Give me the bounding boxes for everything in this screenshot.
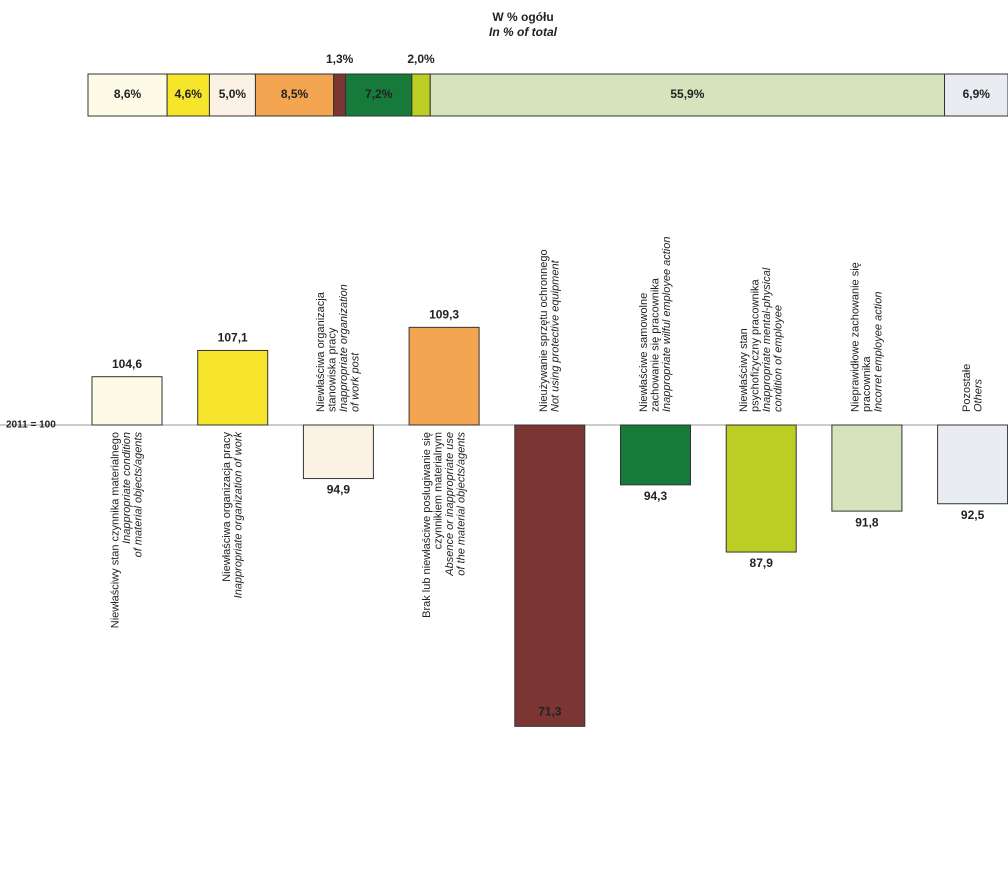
value-label: 104,6 bbox=[112, 357, 142, 371]
category-label: Niewłaściwa organizacja pracy bbox=[221, 432, 233, 582]
segment bbox=[345, 73, 413, 117]
segment-label: 8,5% bbox=[281, 87, 309, 101]
value-label: 109,3 bbox=[429, 308, 459, 322]
category-label: Nieprawidłowe zachowanie się bbox=[849, 262, 861, 412]
category-label: stanowiska pracy bbox=[327, 327, 339, 412]
category-label: Inappropriate mental-physical bbox=[761, 267, 773, 412]
category-label: Niewłaściwe samowolne bbox=[638, 293, 650, 412]
category-label: Inappropriate organization of work bbox=[232, 432, 244, 599]
value-label: 94,3 bbox=[644, 489, 668, 503]
category-label: Not using protective equipment bbox=[549, 259, 561, 412]
segment-label: 2,0% bbox=[407, 52, 435, 66]
category-label: Brak lub niewłaściwe posługiwanie się bbox=[421, 432, 433, 618]
segment-label: 6,9% bbox=[963, 87, 991, 101]
category-label: condition of employee bbox=[772, 305, 784, 412]
category-label: of material objects/agents bbox=[132, 432, 144, 558]
value-label: 107,1 bbox=[218, 331, 248, 345]
category-label: of the material objects/agents bbox=[455, 432, 467, 576]
chart-subtitle: In % of total bbox=[489, 25, 558, 39]
bar bbox=[937, 424, 1008, 505]
category-label: Niewłaściwy stan bbox=[738, 328, 750, 412]
category-label: czynnikiem materialnym bbox=[432, 432, 444, 549]
category-label: Inappropriate wilful employee action bbox=[661, 237, 673, 413]
bar bbox=[725, 424, 797, 553]
value-label: 71,3 bbox=[538, 705, 562, 719]
category-label: Incorret employee action bbox=[872, 292, 884, 412]
segment-label: 4,6% bbox=[175, 87, 203, 101]
bar bbox=[620, 424, 691, 486]
bar bbox=[91, 376, 163, 426]
category-label: Inappropriate organization bbox=[338, 284, 350, 412]
baseline-label: 2011 = 100 bbox=[6, 420, 56, 431]
category-label: Nieużywanie sprzętu ochronnego bbox=[538, 249, 550, 412]
category-label: Absence or inappropriate use bbox=[444, 432, 456, 577]
value-label: 94,9 bbox=[327, 483, 351, 497]
value-label: 92,5 bbox=[961, 508, 985, 522]
chart-title: W % ogółu bbox=[492, 10, 553, 24]
segment-label: 1,3% bbox=[326, 52, 354, 66]
bar bbox=[197, 349, 269, 426]
segment bbox=[429, 73, 946, 117]
segment bbox=[166, 73, 210, 117]
category-label: psychofizyczny pracownika bbox=[749, 278, 761, 412]
category-label: Niewłaściwa organizacja bbox=[315, 291, 327, 412]
bar bbox=[302, 424, 374, 480]
segment bbox=[411, 73, 431, 117]
category-label: Inappropriate condition bbox=[121, 432, 133, 544]
bar bbox=[514, 424, 586, 727]
category-label: Niewłaściwy stan czynnika materialnego bbox=[109, 432, 121, 628]
category-label: of work post bbox=[350, 352, 362, 412]
value-label: 87,9 bbox=[750, 556, 774, 570]
category-label: Pozostałe bbox=[961, 364, 973, 412]
segment bbox=[87, 73, 168, 117]
bar bbox=[408, 326, 480, 426]
segment-label: 8,6% bbox=[114, 87, 142, 101]
segment-label: 55,9% bbox=[670, 87, 704, 101]
bar bbox=[831, 424, 903, 512]
segment bbox=[208, 73, 256, 117]
segment-label: 5,0% bbox=[219, 87, 247, 101]
segment-label: 7,2% bbox=[365, 87, 393, 101]
segment bbox=[944, 73, 1008, 117]
segment bbox=[333, 73, 347, 117]
category-label: zachowanie się pracownika bbox=[649, 277, 661, 412]
category-label: pracownika bbox=[861, 355, 873, 412]
value-label: 91,8 bbox=[855, 515, 879, 529]
category-label: Others bbox=[972, 378, 984, 412]
